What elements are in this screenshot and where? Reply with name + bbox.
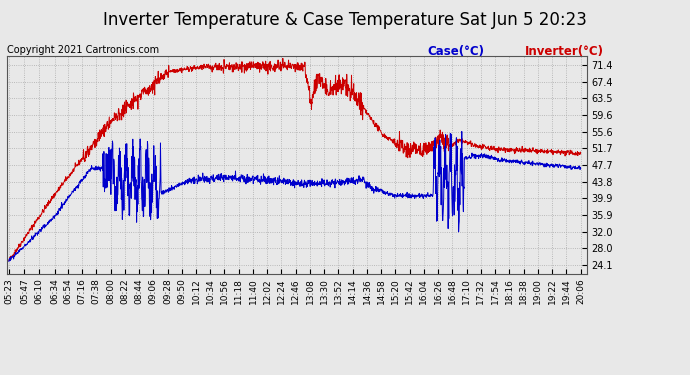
Text: Case(°C): Case(°C) [428, 45, 485, 58]
Text: Inverter(°C): Inverter(°C) [524, 45, 603, 58]
Text: Inverter Temperature & Case Temperature Sat Jun 5 20:23: Inverter Temperature & Case Temperature … [103, 11, 587, 29]
Text: Copyright 2021 Cartronics.com: Copyright 2021 Cartronics.com [7, 45, 159, 55]
